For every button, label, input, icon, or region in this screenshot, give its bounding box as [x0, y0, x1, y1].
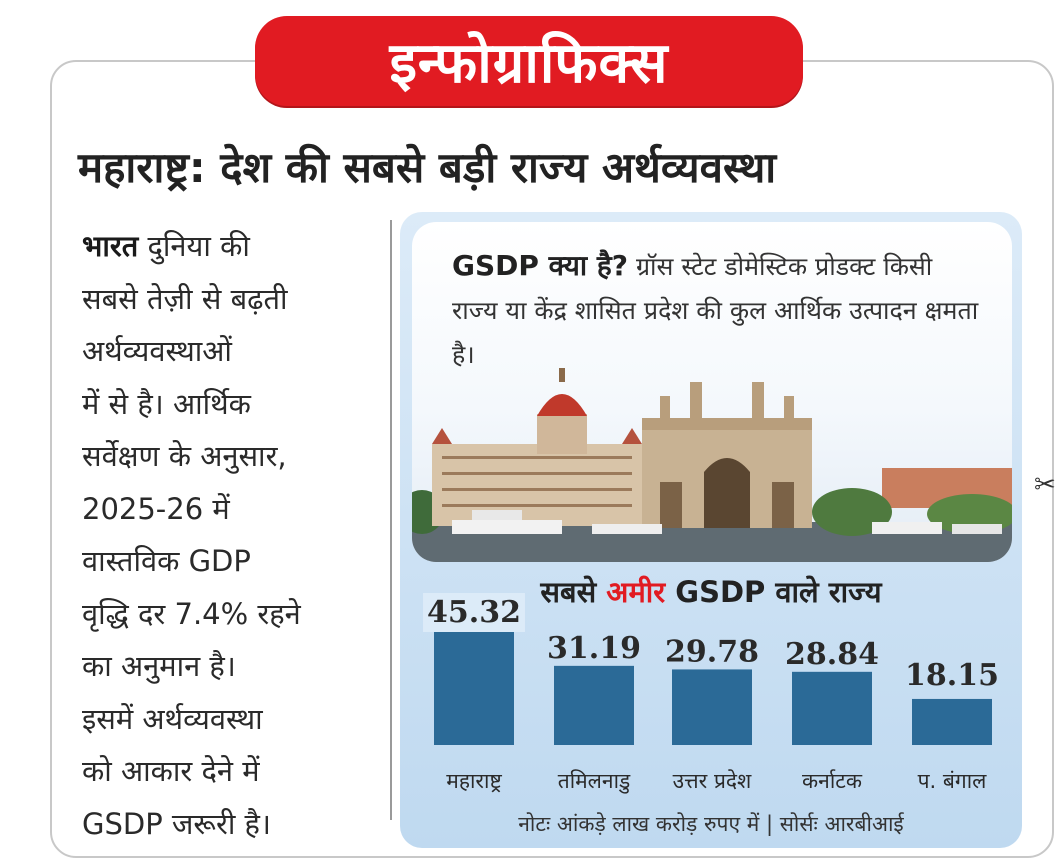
bar [672, 669, 752, 745]
category-label: तमिलनाडु [558, 769, 631, 794]
body-line: का अनुमान है। [82, 649, 236, 683]
chart-title-part: GSDP वाले राज्य [665, 575, 882, 609]
bar-value-label: 31.19 [547, 631, 641, 666]
chart-title: सबसे अमीर GSDP वाले राज्य [400, 572, 1022, 611]
category-label: प. बंगाल [918, 769, 988, 793]
column-divider [390, 220, 392, 820]
body-line: 2025-26 में [82, 491, 230, 526]
bar [792, 671, 872, 745]
body-line: वास्तविक GDP [82, 544, 251, 578]
body-line: को आकार देने में [82, 754, 260, 788]
title-banner: इन्फोग्राफिक्स [255, 16, 803, 106]
bar-value-label: 45.32 [427, 595, 521, 630]
body-line: में से है। आर्थिक [82, 386, 251, 421]
bar [434, 630, 514, 745]
body-lead: भारत [82, 229, 139, 263]
category-label: उत्तर प्रदेश [673, 769, 752, 793]
gsdp-definition: GSDP क्या है? ग्रॉस स्टेट डोमेस्टिक प्रो… [452, 244, 982, 377]
chart-title-part: सबसे [540, 575, 607, 609]
category-label: कर्नाटक [802, 769, 863, 793]
bar-value-label: 18.15 [905, 658, 999, 693]
body-line: सबसे तेज़ी से बढ़ती [82, 281, 288, 316]
bar [554, 665, 634, 745]
gsdp-question: GSDP क्या है? [452, 249, 628, 282]
bar-value-label: 28.84 [785, 637, 879, 672]
bar [912, 698, 992, 745]
bar-value-label: 29.78 [665, 634, 759, 669]
body-line: सर्वेक्षण के अनुसार, [82, 439, 287, 473]
gsdp-answer: ग्रॉस स्टेट डोमेस्टिक प्रोडक्ट किसी राज्… [452, 252, 979, 369]
chart-title-highlight: अमीर [606, 575, 666, 609]
body-line: अर्थव्यवस्थाओं [82, 334, 232, 368]
scissors-icon: ✂ [1034, 470, 1056, 500]
headline: महाराष्ट्र: देश की सबसे बड़ी राज्य अर्थव… [78, 143, 777, 192]
body-line: GSDP जरूरी है। [82, 806, 271, 841]
body-line: दुनिया की [138, 229, 250, 263]
body-line: वृद्धि दर 7.4% रहने [82, 596, 301, 631]
body-line: इसमें अर्थव्यवस्था [82, 701, 263, 736]
body-text: भारत दुनिया की सबसे तेज़ी से बढ़ती अर्थव… [82, 220, 387, 850]
gsdp-definition-box: GSDP क्या है? ग्रॉस स्टेट डोमेस्टिक प्रो… [412, 222, 1012, 562]
gateway-of-india-illustration [412, 368, 1012, 562]
chart-note: नोटः आंकड़े लाख करोड़ रुपए में | सोर्सः … [518, 812, 904, 836]
value-label-backdrop [423, 593, 525, 632]
category-label: महाराष्ट्र [446, 769, 502, 793]
banner-title: इन्फोग्राफिक्स [389, 31, 669, 96]
